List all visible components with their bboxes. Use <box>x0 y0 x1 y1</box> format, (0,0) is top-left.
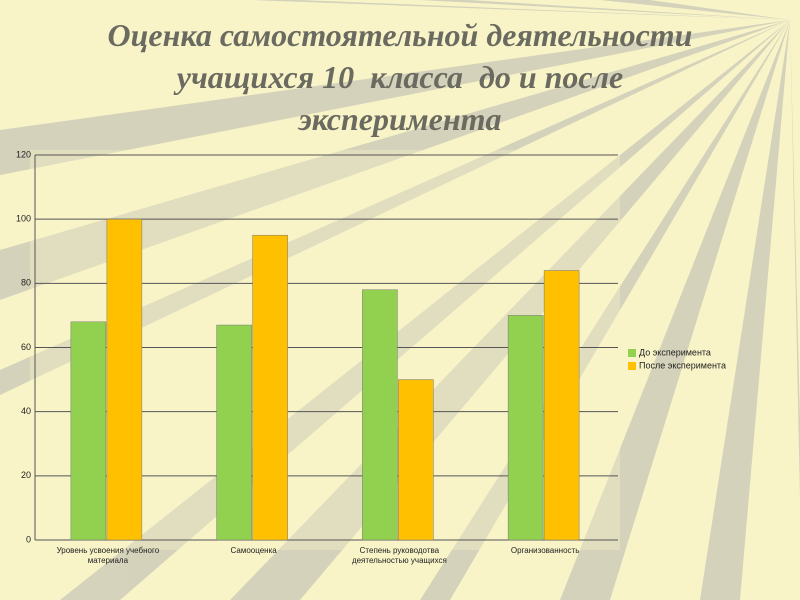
y-tick-label: 0 <box>26 534 31 544</box>
legend-label: До эксперимента <box>639 347 711 357</box>
legend-swatch <box>628 349 636 357</box>
bar <box>70 321 107 541</box>
bar <box>362 289 398 541</box>
x-tick-label: Самооценка <box>230 546 277 555</box>
x-tick-label: Уровень усвоения учебного материала <box>56 546 160 565</box>
bar <box>106 218 143 541</box>
y-tick-label: 40 <box>21 406 31 416</box>
chart-title: Оценка самостоятельной деятельности учащ… <box>107 17 701 137</box>
legend-swatch <box>628 362 636 370</box>
bar <box>398 379 434 541</box>
legend-label: После эксперимента <box>639 360 726 370</box>
bar <box>216 324 252 541</box>
x-tick-label: Организованность <box>510 546 580 555</box>
bar <box>507 315 544 541</box>
bar <box>543 270 580 541</box>
y-tick-label: 20 <box>21 470 31 480</box>
y-tick-label: 60 <box>21 342 31 352</box>
y-tick-label: 100 <box>16 214 31 224</box>
y-tick-label: 120 <box>16 149 31 159</box>
bar <box>252 234 288 541</box>
y-tick-label: 80 <box>21 278 31 288</box>
x-tick-label: Степень руководотва деятельностью учащих… <box>351 546 447 565</box>
